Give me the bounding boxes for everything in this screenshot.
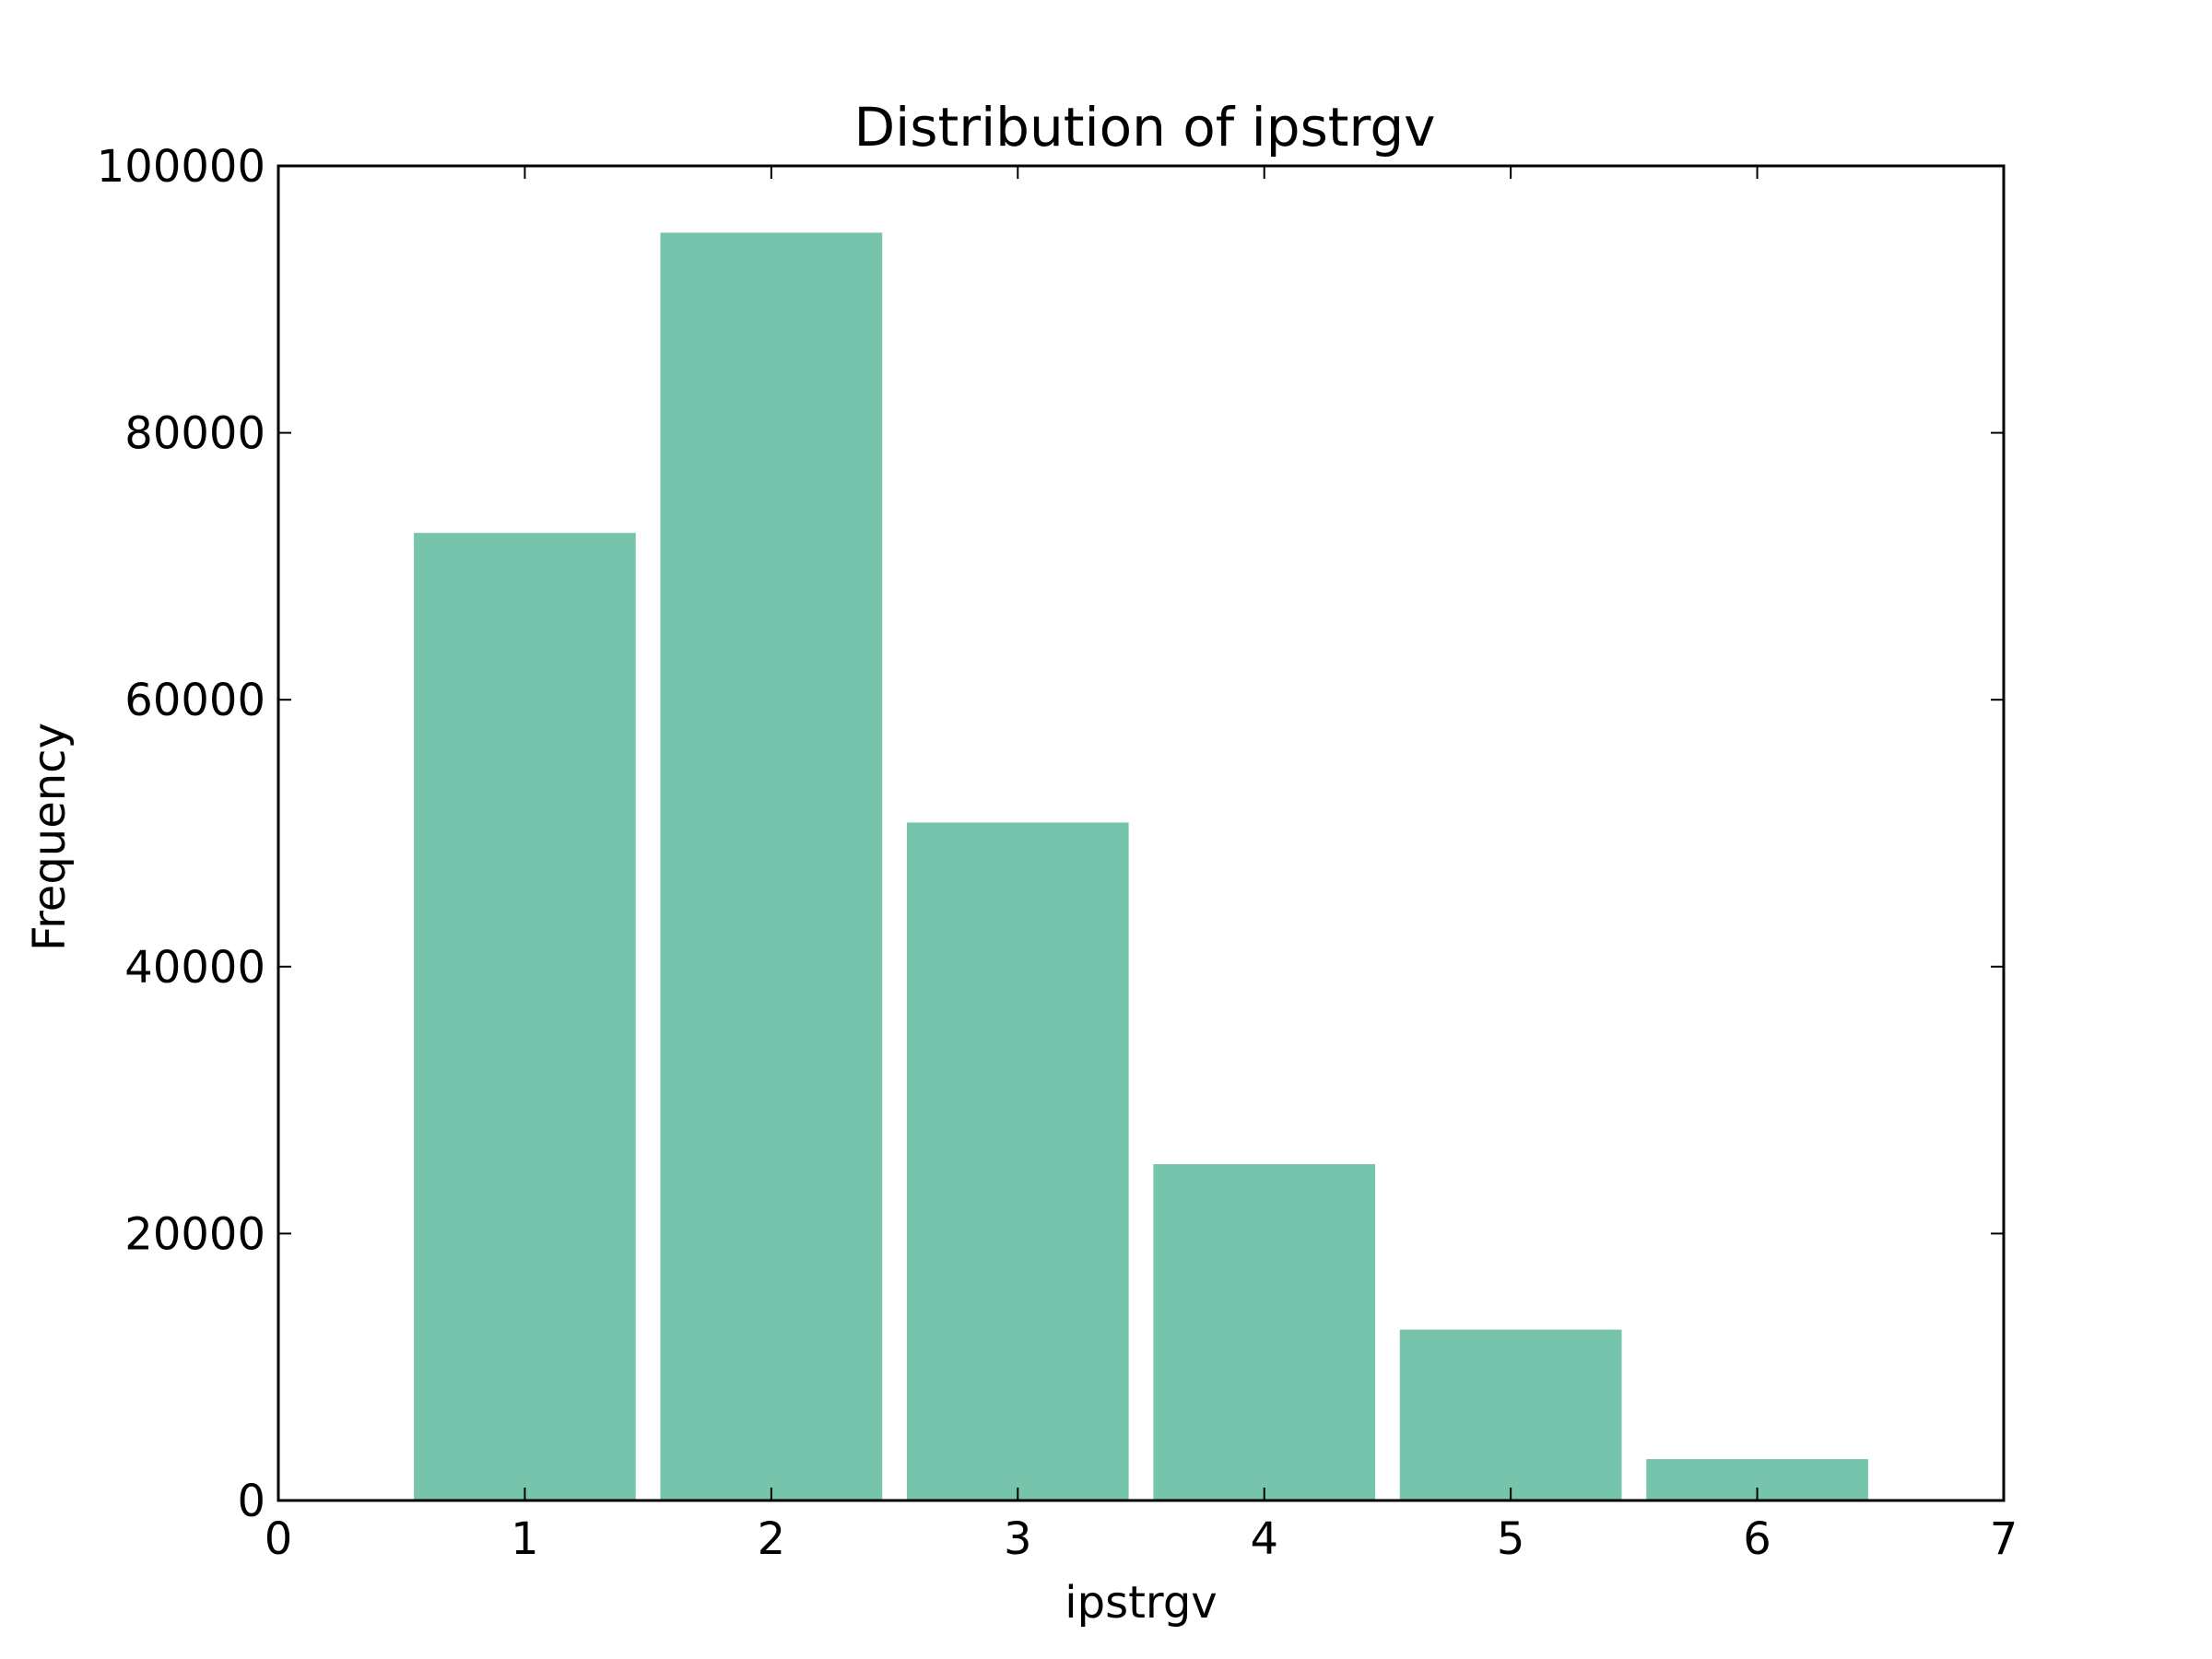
y-axis-ticks: 0 20000 40000 60000 80000 100000 [97,141,2004,1527]
x-tick-label-5: 5 [1497,1513,1525,1565]
y-tick-label-40000: 40000 [124,942,265,994]
x-axis-label: ipstrgv [1065,1577,1217,1629]
y-tick-label-80000: 80000 [124,408,265,460]
x-tick-label-6: 6 [1743,1513,1771,1565]
bar-5 [1399,1329,1622,1500]
bar-3 [906,822,1129,1500]
x-tick-label-2: 2 [758,1513,786,1565]
y-tick-label-100000: 100000 [97,141,265,193]
bars-group [414,232,1868,1501]
x-tick-label-3: 3 [1004,1513,1032,1565]
x-tick-label-0: 0 [265,1513,293,1565]
bar-4 [1153,1164,1376,1500]
plot-frame [276,164,2006,1502]
chart-title: Distribution of ipstrgv [853,96,1435,159]
bar-2 [660,232,883,1500]
y-tick-label-0: 0 [237,1476,265,1527]
y-tick-label-20000: 20000 [124,1208,265,1260]
y-tick-label-60000: 60000 [124,675,265,726]
x-axis-ticks: 0 1 2 3 4 5 6 7 [265,166,2018,1565]
y-axis-label: Frequency [24,723,76,951]
x-tick-label-4: 4 [1250,1513,1278,1565]
bar-1 [414,533,636,1501]
x-tick-label-1: 1 [511,1513,539,1565]
x-tick-label-7: 7 [1990,1513,2018,1565]
